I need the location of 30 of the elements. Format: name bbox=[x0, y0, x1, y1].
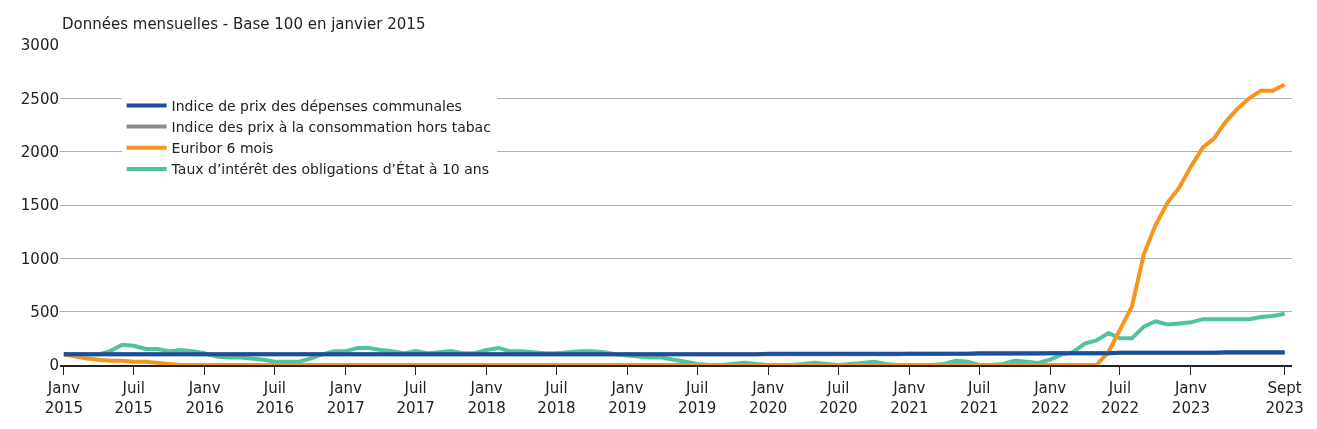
x-tick-label: Juil 2019 bbox=[678, 379, 717, 417]
x-tick-label: Juil 2017 bbox=[396, 379, 435, 417]
legend-label: Euribor 6 mois bbox=[171, 140, 274, 157]
x-tick-label: Janv 2023 bbox=[1171, 379, 1211, 417]
y-tick-label: 1000 bbox=[20, 249, 59, 268]
y-axis-title: Données mensuelles - Base 100 en janvier 2015 bbox=[62, 15, 426, 33]
y-tick-label: 3000 bbox=[20, 36, 59, 55]
x-tick-label: Janv 2016 bbox=[185, 379, 224, 417]
x-tick-label: Juil 2022 bbox=[1100, 379, 1140, 417]
x-tick-label: Juil 2020 bbox=[819, 379, 858, 417]
x-tick-label: Juil 2015 bbox=[114, 379, 153, 417]
x-tick-label: Juil 2021 bbox=[960, 379, 999, 417]
y-tick-label: 1500 bbox=[20, 196, 59, 215]
x-tick-label: Janv 2018 bbox=[467, 379, 506, 417]
x-tick-label: Janv 2021 bbox=[890, 379, 929, 417]
x-tick-label: Juil 2016 bbox=[255, 379, 294, 417]
y-tick-label: 0 bbox=[49, 356, 59, 375]
x-tick-label: Janv 2017 bbox=[326, 379, 365, 417]
y-tick-label: 2000 bbox=[20, 142, 59, 161]
x-tick-label: Janv 2015 bbox=[44, 379, 83, 417]
y-tick-label: 2500 bbox=[20, 89, 59, 108]
x-tick-label: Juil 2018 bbox=[537, 379, 576, 417]
x-tick-label: Janv 2022 bbox=[1031, 379, 1070, 417]
x-tick-label: Janv 2020 bbox=[749, 379, 788, 417]
y-tick-label: 500 bbox=[30, 302, 59, 321]
x-tick-label: Janv 2019 bbox=[608, 379, 647, 417]
x-tick-label: Sept 2023 bbox=[1265, 379, 1304, 417]
legend-label: Indice des prix à la consommation hors tabac bbox=[171, 119, 491, 136]
legend-label: Indice de prix des dépenses communales bbox=[171, 97, 462, 114]
legend-label: Taux d’intérêt des obligations d’État à 10 ans bbox=[170, 161, 489, 178]
